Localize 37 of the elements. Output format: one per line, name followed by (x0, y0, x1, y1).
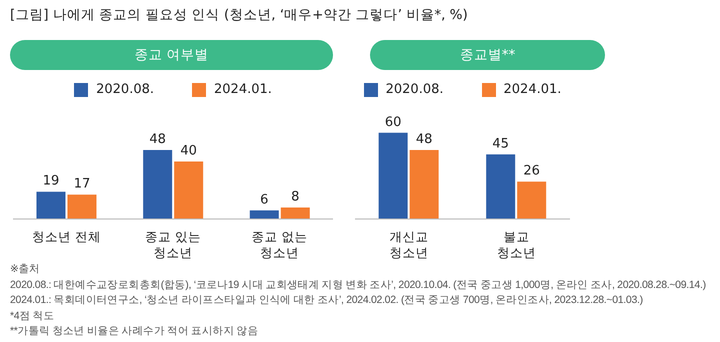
legend-label: 2020.08. (96, 82, 154, 97)
chart-subtitle: 종교별** (370, 40, 605, 70)
bar (410, 150, 439, 219)
bar (67, 194, 96, 219)
bar (517, 182, 546, 219)
bar (486, 154, 516, 219)
x-tick-label: 청소년 전체 (32, 229, 101, 244)
bar (280, 208, 310, 219)
bar (250, 210, 279, 219)
chart-subtitle: 종교 여부별 (10, 40, 333, 70)
data-label: 19 (42, 174, 60, 189)
data-label: 40 (180, 144, 197, 158)
text: *4점 척도 (10, 308, 56, 324)
chart-title: [그림] 나에게 종교의 필요성 인식 (청소년, ‘매우+약간 그렇다’ 비율*, %) (10, 6, 468, 24)
data-label: 60 (384, 114, 402, 130)
bar (174, 162, 204, 219)
x-tick-label: 종교 없는 청소년 (252, 229, 308, 260)
text: 2020.08.: 대한예수교장로회총회(합동), ‘코로나19 시대 교회생태계 지형 변화 조사’, 2020.10.04. (전국 중고생 1,000명, 온라인 조사, 2020.08.28.~09.14.) (10, 278, 706, 292)
text: ※출처 (10, 262, 41, 277)
data-label: 17 (74, 176, 90, 192)
x-tick-label: 종교 있는 청소년 (145, 229, 201, 260)
legend-label: 2020.08. (386, 82, 444, 97)
x-tick-label: 개신교 청소년 (389, 229, 428, 260)
text: **가톨릭 청소년 비율은 사례수가 적어 표시하지 않음 (10, 324, 259, 339)
data-label: 26 (523, 164, 540, 179)
data-label: 45 (492, 136, 509, 152)
data-label: 8 (291, 190, 300, 204)
bar (378, 132, 408, 219)
data-label: 6 (260, 192, 268, 208)
bar (143, 150, 172, 219)
legend-label: 2024.01. (214, 82, 272, 97)
data-label: 48 (149, 132, 166, 147)
legend-label: 2024.01. (504, 82, 562, 97)
data-label: 48 (416, 132, 432, 147)
bar (36, 192, 66, 219)
x-tick-label: 불교 청소년 (496, 229, 536, 260)
text: 2024.01.: 목회데이터연구소, ‘청소년 라이프스타일과 인식에 대한 조사’, 2024.02.02. (전국 중고생 700명, 온라인조사, 2023.12.28.~01.03.) (10, 293, 644, 308)
